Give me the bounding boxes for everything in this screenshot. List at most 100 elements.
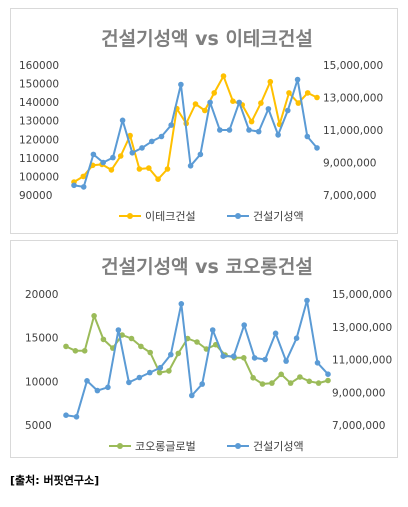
legend-label-construction: 건설기성액 bbox=[253, 440, 304, 453]
right-axis-tick-label: 7,000,000 bbox=[332, 420, 385, 432]
source-note: [출처: 버핏연구소] bbox=[10, 474, 100, 487]
data-point-company bbox=[286, 90, 292, 96]
data-point-company bbox=[241, 355, 247, 361]
data-point-company bbox=[325, 377, 331, 384]
data-point-construction bbox=[220, 353, 226, 359]
left-axis-tick-label: 110000 bbox=[19, 153, 59, 165]
data-point-company bbox=[258, 100, 264, 106]
data-point-construction bbox=[90, 151, 97, 158]
data-point-company bbox=[230, 98, 236, 104]
legend-label-company: 코오롱글로벌 bbox=[135, 440, 196, 453]
data-point-company bbox=[304, 90, 311, 96]
data-point-company bbox=[81, 348, 88, 354]
data-point-construction bbox=[265, 106, 272, 112]
legend-marker-construction bbox=[235, 443, 241, 449]
data-point-construction bbox=[157, 364, 164, 371]
data-point-company bbox=[91, 313, 97, 319]
data-point-company bbox=[127, 132, 133, 139]
data-point-construction bbox=[207, 99, 213, 106]
series-line-company bbox=[65, 314, 329, 385]
data-point-construction bbox=[294, 76, 301, 83]
data-point-company bbox=[117, 153, 124, 159]
data-point-construction bbox=[71, 182, 77, 189]
right-axis-tick-label: 15,000,000 bbox=[323, 60, 383, 72]
series-line-construction bbox=[65, 299, 329, 418]
left-axis-tick-label: 120000 bbox=[19, 134, 59, 146]
data-point-construction bbox=[168, 122, 174, 128]
data-point-company bbox=[315, 380, 322, 386]
legend-marker-company bbox=[117, 443, 123, 449]
data-point-construction bbox=[189, 392, 195, 399]
right-axis-tick-label: 13,000,000 bbox=[323, 93, 383, 105]
data-point-company bbox=[108, 167, 115, 173]
data-point-construction bbox=[209, 327, 216, 333]
data-point-company bbox=[155, 176, 161, 182]
right-axis-tick-label: 9,000,000 bbox=[332, 387, 385, 399]
left-axis-tick-label: 90000 bbox=[19, 190, 52, 202]
data-point-company bbox=[72, 348, 79, 354]
data-point-construction bbox=[100, 159, 106, 166]
data-point-company bbox=[175, 350, 182, 357]
data-point-company bbox=[287, 380, 294, 386]
data-point-construction bbox=[236, 99, 242, 106]
data-point-construction bbox=[187, 163, 194, 169]
data-point-company bbox=[306, 378, 313, 385]
data-point-construction bbox=[283, 358, 289, 364]
data-point-company bbox=[100, 336, 107, 343]
data-point-construction bbox=[119, 117, 126, 124]
data-point-construction bbox=[158, 133, 165, 140]
chart-panel-kolon: 건설기성액 vs 코오롱건설 20000 15000 10000 5000 15,000,… bbox=[10, 240, 398, 458]
data-point-construction bbox=[147, 369, 153, 376]
data-point-construction bbox=[325, 371, 331, 377]
data-point-company bbox=[297, 374, 303, 380]
data-point-company bbox=[211, 90, 217, 96]
data-point-company bbox=[192, 101, 199, 107]
data-point-construction bbox=[230, 353, 237, 359]
data-point-construction bbox=[139, 145, 145, 151]
data-point-company bbox=[194, 339, 200, 345]
data-point-company bbox=[80, 173, 87, 180]
data-point-construction bbox=[251, 355, 258, 361]
data-point-construction bbox=[199, 381, 205, 387]
data-point-construction bbox=[110, 154, 116, 161]
data-point-company bbox=[295, 100, 302, 106]
right-axis-tick-label: 9,000,000 bbox=[323, 158, 376, 170]
left-axis-tick-label: 20000 bbox=[25, 289, 58, 301]
data-point-construction bbox=[73, 414, 80, 420]
data-point-construction bbox=[168, 351, 174, 358]
chart-kolon-svg: 건설기성액 vs 코오롱건설 20000 15000 10000 5000 15,000,… bbox=[25, 256, 392, 453]
data-point-construction bbox=[246, 127, 252, 133]
data-point-company bbox=[136, 166, 143, 172]
data-point-company bbox=[128, 335, 135, 342]
data-point-company bbox=[166, 368, 172, 374]
chart-etech-svg: 건설기성액 vs 이테크건설 160000 150000 140000 130000 12… bbox=[19, 28, 383, 223]
legend-label-company: 이테크건설 bbox=[145, 210, 196, 223]
data-point-construction bbox=[84, 378, 90, 384]
left-axis-tick-label: 100000 bbox=[19, 171, 59, 183]
data-point-company bbox=[220, 73, 227, 79]
right-axis-tick-label: 7,000,000 bbox=[323, 190, 376, 202]
data-point-company bbox=[314, 94, 320, 101]
data-point-construction bbox=[262, 356, 268, 363]
right-axis-tick-label: 11,000,000 bbox=[332, 355, 392, 367]
left-axis-tick-label: 130000 bbox=[19, 116, 59, 128]
data-point-construction bbox=[304, 297, 310, 304]
data-point-construction bbox=[314, 145, 320, 151]
right-axis-tick-label: 15,000,000 bbox=[332, 289, 392, 301]
data-point-construction bbox=[178, 81, 184, 88]
data-point-company bbox=[147, 349, 153, 356]
data-point-construction bbox=[105, 384, 111, 391]
chart-title: 건설기성액 vs 이테크건설 bbox=[101, 28, 313, 50]
data-point-construction bbox=[63, 412, 69, 418]
right-axis-tick-label: 13,000,000 bbox=[332, 322, 392, 334]
data-point-company bbox=[202, 107, 208, 114]
data-point-construction bbox=[149, 138, 155, 145]
data-point-construction bbox=[217, 127, 223, 133]
data-point-construction bbox=[129, 150, 136, 156]
left-axis-tick-label: 5000 bbox=[25, 420, 52, 432]
data-point-construction bbox=[115, 327, 122, 333]
data-point-construction bbox=[241, 322, 247, 328]
right-axis-tick-label: 11,000,000 bbox=[323, 125, 383, 137]
chart-title: 건설기성액 vs 코오롱건설 bbox=[101, 256, 313, 278]
legend-label-construction: 건설기성액 bbox=[253, 210, 304, 223]
